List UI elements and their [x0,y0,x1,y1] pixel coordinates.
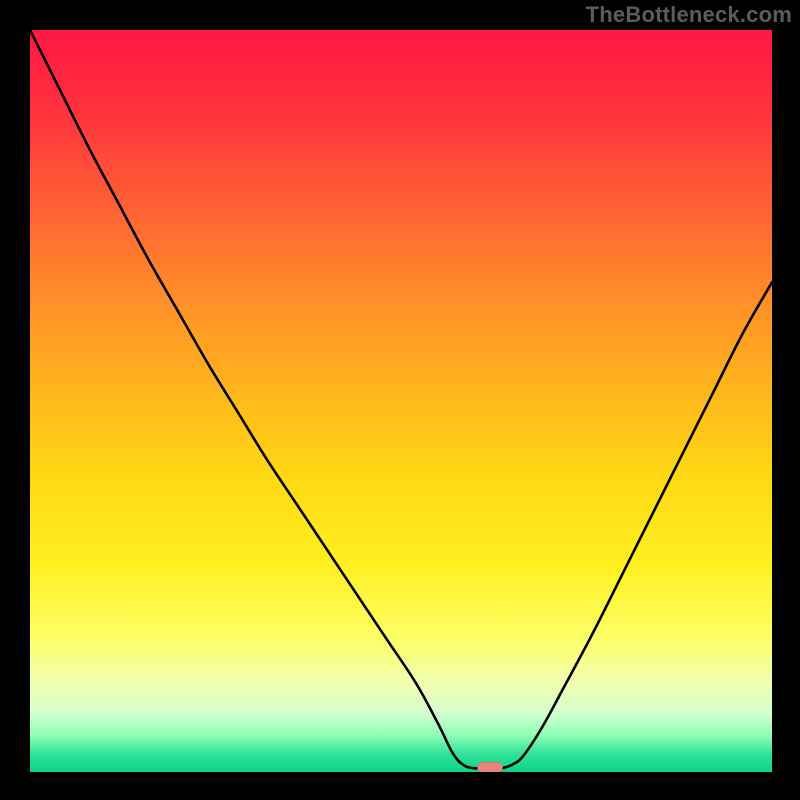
chart-svg [30,30,772,772]
dip-marker [477,762,502,772]
bottleneck-curve-chart [30,30,772,772]
chart-frame: TheBottleneck.com [0,0,800,800]
watermark-text: TheBottleneck.com [586,2,792,28]
